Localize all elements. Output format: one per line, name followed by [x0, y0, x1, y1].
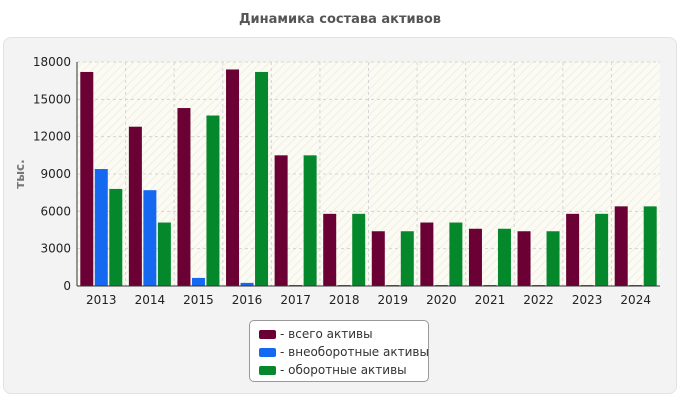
grid-lines: [77, 61, 660, 286]
legend-label-noncurrent: - внеоборотные активы: [280, 345, 429, 359]
x-tick-label: 2014: [135, 293, 166, 307]
axes: [76, 62, 660, 287]
bar-current-2023: [595, 213, 609, 286]
y-tick-label: 12000: [33, 130, 71, 144]
bar-current-2021: [497, 228, 511, 286]
bar-noncurrent-2013: [94, 169, 108, 286]
legend-swatch-noncurrent: [259, 347, 276, 357]
legend-item-current: - оборотные активы: [259, 361, 428, 379]
y-tick-labels: 0 3000 6000 9000 12000 15000 18000: [33, 55, 71, 293]
bars-group: [80, 69, 657, 287]
bar-total-2014: [128, 126, 142, 286]
y-tick-label: 15000: [33, 92, 71, 106]
chart-title: Динамика состава активов: [238, 12, 442, 27]
bar-current-2015: [206, 115, 220, 286]
y-tick-label: 18000: [33, 55, 71, 69]
bar-current-2018: [352, 213, 366, 286]
bar-noncurrent-2014: [143, 190, 157, 286]
legend: - всего активы - внеоборотные активы - о…: [249, 320, 429, 382]
bar-current-2013: [109, 188, 123, 286]
bar-current-2014: [157, 222, 171, 286]
x-tick-label: 2019: [378, 293, 409, 307]
x-tick-label: 2017: [280, 293, 311, 307]
y-tick-label: 3000: [40, 242, 71, 256]
x-tick-label: 2020: [426, 293, 457, 307]
y-tick-label: 0: [63, 279, 71, 293]
y-tick-label: 9000: [40, 167, 71, 181]
x-tick-label: 2013: [86, 293, 117, 307]
x-tick-label: 2024: [620, 293, 651, 307]
x-tick-label: 2016: [232, 293, 263, 307]
legend-item-total: - всего активы: [259, 325, 428, 343]
legend-swatch-current: [259, 365, 276, 375]
bar-current-2019: [400, 231, 414, 286]
bar-total-2017: [274, 155, 288, 286]
bar-total-2024: [614, 206, 628, 286]
bar-total-2021: [468, 228, 482, 286]
bar-noncurrent-2016: [240, 282, 254, 286]
bar-total-2019: [371, 231, 385, 286]
legend-swatch-total: [259, 329, 276, 339]
bar-total-2015: [177, 108, 191, 287]
x-tick-label: 2023: [572, 293, 603, 307]
x-tick-labels: 2013 2014 2015 2016 2017 2018 2019 2020 2021 2022…: [86, 293, 651, 307]
bar-total-2016: [226, 69, 240, 286]
bar-current-2024: [643, 206, 657, 286]
bar-total-2020: [420, 222, 434, 286]
legend-item-noncurrent: - внеоборотные активы: [259, 343, 429, 361]
bar-current-2020: [449, 222, 463, 286]
y-axis-label: тыс.: [13, 159, 27, 188]
bar-total-2023: [566, 213, 580, 286]
bar-current-2017: [303, 155, 317, 286]
legend-label-total: - всего активы: [280, 327, 373, 341]
legend-label-current: - оборотные активы: [280, 363, 407, 377]
x-tick-label: 2018: [329, 293, 360, 307]
bar-total-2018: [323, 213, 337, 286]
y-tick-label: 6000: [40, 204, 71, 218]
bar-total-2022: [517, 231, 531, 286]
bar-current-2016: [255, 71, 269, 286]
bar-noncurrent-2015: [191, 277, 205, 286]
bar-total-2013: [80, 71, 94, 286]
x-tick-label: 2022: [523, 293, 554, 307]
x-tick-label: 2015: [183, 293, 214, 307]
x-tick-label: 2021: [475, 293, 506, 307]
bar-current-2022: [546, 231, 560, 286]
